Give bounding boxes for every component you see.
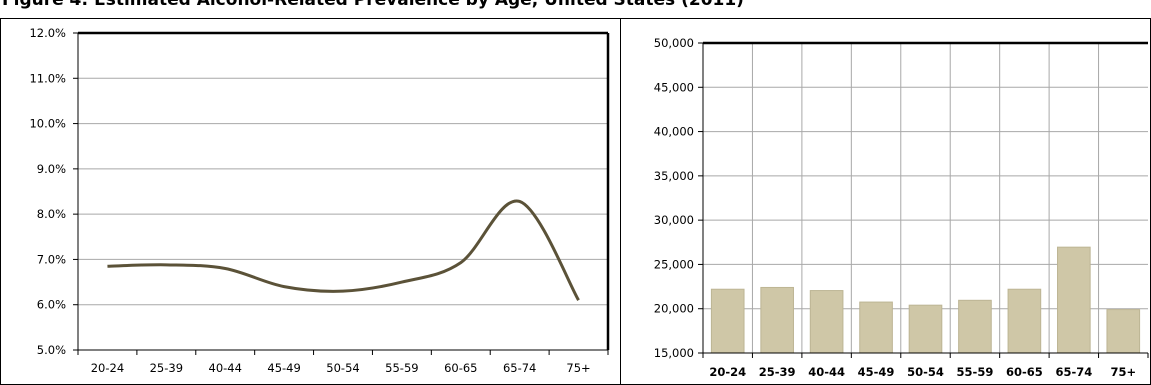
bar-chart: 15,000 20,000 25,000 30,000 35,000 40,000 45,0… (654, 36, 1149, 379)
x-tick-label: 45-49 (858, 365, 895, 379)
y-tick-label: 50,000 (654, 36, 694, 50)
bar (760, 286, 794, 354)
y-tick-label: 20,000 (654, 302, 694, 316)
left-chart-panel (0, 18, 621, 385)
line-chart: 5.0% 6.0% 7.0% 8.0% 9.0% 10.0% 11.0% 12.0% 20-24… (29, 26, 610, 375)
x-tick-label: 65-74 (503, 361, 536, 375)
x-tick-label: 65-74 (1055, 365, 1092, 379)
bar (958, 299, 992, 354)
y-tick-label: 15,000 (654, 346, 694, 360)
bar (1057, 246, 1091, 354)
y-tick-label: 40,000 (654, 125, 694, 139)
y-tick-label: 6.0% (37, 298, 66, 312)
bar (710, 288, 745, 354)
bar (1106, 309, 1141, 354)
x-tick-label: 25-39 (759, 365, 796, 379)
x-tick-label: 60-65 (1006, 365, 1043, 379)
x-tick-label: 20-24 (709, 365, 746, 379)
bar (809, 290, 844, 354)
y-tick-label: 8.0% (37, 207, 66, 221)
y-tick-label: 7.0% (37, 252, 66, 266)
bar (859, 301, 893, 354)
x-tick-label: 50-54 (907, 365, 944, 379)
x-tick-label: 20-24 (91, 361, 124, 375)
x-tick-label: 50-54 (326, 361, 359, 375)
x-tick-label: 55-59 (385, 361, 418, 375)
x-tick-label: 40-44 (209, 361, 242, 375)
y-tick-label: 45,000 (654, 80, 694, 94)
x-tick-label: 75+ (1110, 365, 1136, 379)
y-tick-label: 11.0% (29, 71, 66, 85)
series-line (107, 199, 580, 301)
y-tick-label: 9.0% (37, 162, 66, 176)
y-tick-label: 30,000 (654, 213, 694, 227)
y-tick-label: 5.0% (37, 343, 66, 357)
bar (908, 304, 943, 354)
y-tick-label: 12.0% (29, 26, 66, 40)
y-tick-label: 10.0% (29, 117, 66, 131)
bar (1007, 288, 1042, 354)
y-tick-label: 35,000 (654, 169, 694, 183)
x-tick-label: 55-59 (957, 365, 994, 379)
x-tick-label: 40-44 (808, 365, 845, 379)
x-tick-label: 45-49 (267, 361, 300, 375)
y-tick-label: 25,000 (654, 257, 694, 271)
x-tick-label: 25-39 (150, 361, 183, 375)
x-tick-label: 75+ (566, 361, 590, 375)
figure-title: Figure 4: Estimated Alcohol-Related Prev… (0, 0, 1151, 9)
x-tick-label: 60-65 (444, 361, 477, 375)
